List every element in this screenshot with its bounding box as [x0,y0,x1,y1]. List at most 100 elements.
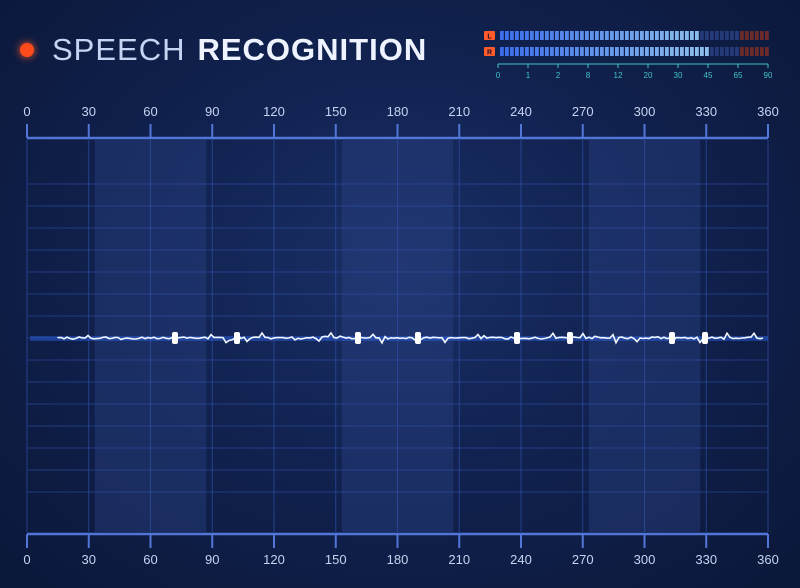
meter-segment [700,47,704,56]
meter-segment [585,47,589,56]
axis-tick-label: 60 [143,104,157,119]
axis-tick-label: 0 [23,104,30,119]
meter-segment [515,31,519,40]
meter-segment [630,31,634,40]
title-speech: SPEECH [52,32,186,67]
axis-tick-label: 270 [572,552,594,567]
meter-segment [650,31,654,40]
signal-peak-marker [669,332,675,344]
meter-segment [530,31,534,40]
meter-scale-label: 0 [496,71,501,80]
meter-segment [670,31,674,40]
axis-tick-label: 150 [325,104,347,119]
meter-segment [685,31,689,40]
meter-segment [735,47,739,56]
meter-segment [535,47,539,56]
meter-segment [735,31,739,40]
meter-segment [655,31,659,40]
axis-tick-label: 270 [572,104,594,119]
axis-tick-label: 30 [82,552,96,567]
meter-segment [615,31,619,40]
meter-segment [630,47,634,56]
meter-segment [590,31,594,40]
meter-channel-label: R [487,50,492,57]
meter-channel-label: L [487,34,492,41]
meter-segment [655,47,659,56]
meter-segment [560,31,564,40]
meter-scale-label: 2 [556,71,561,80]
axis-tick-label: 240 [510,552,532,567]
title-recognition: RECOGNITION [197,32,428,67]
meter-segment [660,47,664,56]
meter-segment [595,47,599,56]
axis-tick-label: 90 [205,552,219,567]
meter-segment [640,47,644,56]
meter-segment [660,31,664,40]
meter-scale-label: 45 [704,71,713,80]
axis-tick-label: 360 [757,552,779,567]
meter-segment [755,31,759,40]
meter-segment [715,31,719,40]
waveform-center-line [30,331,768,345]
meter-segment [635,31,639,40]
meter-scale-label: 1 [526,71,531,80]
meter-segment [730,47,734,56]
meter-segment [745,31,749,40]
meter-segment [665,47,669,56]
meter-segment [670,47,674,56]
meter-segment [570,31,574,40]
meter-segment [555,31,559,40]
level-meter: LR 0 1 2 8 12 20 30 45 65 90 [484,31,772,80]
meter-segment [635,47,639,56]
meter-segment [615,47,619,56]
meter-segment [745,47,749,56]
meter-segment [605,31,609,40]
title-bar: SPEECH RECOGNITION [20,30,427,70]
axis-tick-label: 90 [205,104,219,119]
meter-segment [740,31,744,40]
axis-tick-label: 180 [387,552,409,567]
axis-tick-label: 330 [695,104,717,119]
meter-segment [525,31,529,40]
axis-tick-label: 60 [143,552,157,567]
waveform [112,181,706,489]
axis-tick-label: 210 [448,552,470,567]
meter-segment [550,47,554,56]
meter-segment [570,47,574,56]
meter-segment [520,47,524,56]
axis-tick-label: 120 [263,104,285,119]
meter-segment [525,47,529,56]
meter-scale-label: 20 [644,71,653,80]
axis-tick-label: 120 [263,552,285,567]
meter-segment [545,47,549,56]
meter-segment [700,31,704,40]
axis-tick-label: 150 [325,552,347,567]
meter-segment [540,47,544,56]
meter-segment [755,47,759,56]
meter-segment [610,47,614,56]
meter-segment [710,31,714,40]
signal-peak-marker [415,332,421,344]
meter-segment [540,31,544,40]
meter-segment [620,31,624,40]
meter-segment [555,47,559,56]
bottom-axis: 0 30 60 90 120 150 180 210 240 270 300 330 360 [23,552,778,567]
meter-segment [710,47,714,56]
meter-segment [505,47,509,56]
meter-segment [650,47,654,56]
meter-segment [640,31,644,40]
meter-segment [760,31,764,40]
recording-indicator-icon [20,43,34,57]
meter-segment [500,31,504,40]
signal-peak-marker [567,332,573,344]
meter-segment [565,47,569,56]
meter-segment [500,47,504,56]
meter-segment [510,47,514,56]
meter-segment [705,31,709,40]
meter-scale-label: 8 [586,71,591,80]
axis-tick-label: 300 [634,104,656,119]
signal-peak-marker [355,332,361,344]
meter-segment [575,47,579,56]
meter-segment [545,31,549,40]
meter-segment [600,47,604,56]
